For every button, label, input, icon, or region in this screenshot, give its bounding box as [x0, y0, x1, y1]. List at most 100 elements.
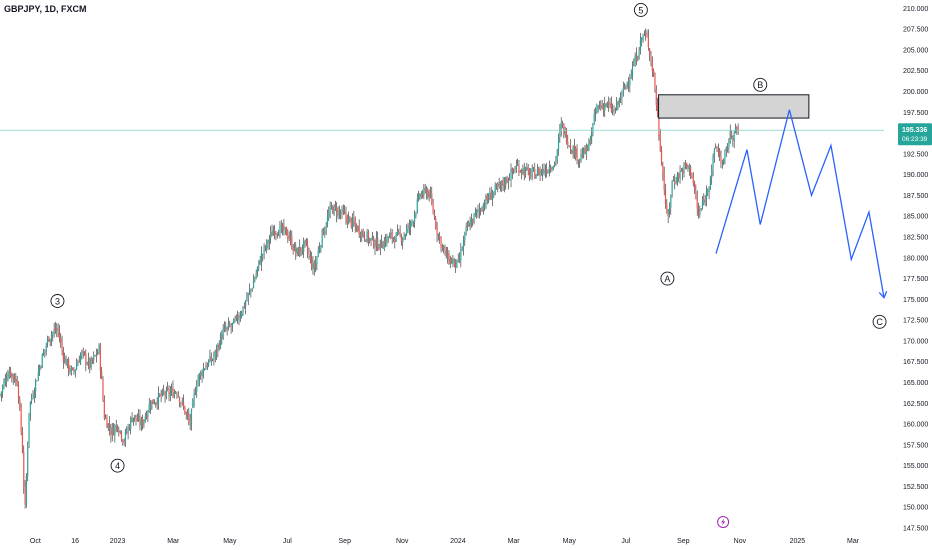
candle-body [468, 222, 470, 227]
candle-body [37, 371, 39, 380]
candle-body [82, 350, 84, 352]
candle-body [230, 326, 232, 327]
resistance-zone[interactable] [658, 94, 810, 119]
candle-body [427, 191, 429, 198]
candle-body [659, 134, 661, 151]
candle-body [336, 207, 338, 216]
projection-path[interactable] [715, 109, 885, 298]
candle-body [359, 233, 362, 237]
candle-body [180, 402, 182, 404]
candle-body [123, 441, 125, 443]
candle-body [307, 244, 309, 253]
candle-body [555, 159, 557, 162]
y-tick-label: 182.500 [903, 234, 928, 241]
candle-body [108, 423, 111, 429]
candle-body [345, 212, 347, 218]
candle-body [431, 193, 433, 204]
candle-body [553, 162, 556, 166]
candle-body [514, 171, 516, 172]
candle-body [437, 234, 439, 236]
candle-body [151, 400, 153, 409]
candle-body [616, 101, 618, 111]
candle-body [157, 392, 160, 405]
candle-body [116, 425, 119, 430]
candle-body [602, 105, 605, 110]
candle-body [196, 385, 198, 392]
candle-body [205, 366, 207, 370]
candle-body [260, 253, 263, 265]
candle-body [172, 387, 174, 398]
candle-body [58, 331, 61, 339]
candle-body [526, 167, 528, 169]
candle-body [192, 400, 194, 408]
candle-body [247, 293, 249, 299]
candle-body [551, 170, 553, 171]
wave-label-circle [660, 271, 675, 286]
candle-body [296, 247, 298, 253]
candle-body [696, 197, 698, 209]
candle-body [374, 246, 376, 248]
candle-body [219, 334, 222, 349]
candle-body [320, 245, 322, 250]
candle-body [557, 137, 560, 151]
candle-body [235, 315, 237, 319]
candle-body [362, 230, 364, 236]
candle-body [605, 103, 607, 106]
candle-body [348, 216, 350, 225]
y-tick-label: 205.000 [903, 47, 928, 54]
y-tick-label: 155.000 [903, 463, 928, 470]
candle-body [204, 369, 206, 370]
candle-body [6, 379, 8, 381]
candle-body [626, 82, 628, 85]
candle-body [608, 102, 610, 105]
candle-body [354, 221, 356, 226]
candle-body [580, 154, 582, 161]
candle-body [637, 57, 639, 61]
candle-body [324, 230, 326, 234]
wave-label-3: 3 [55, 296, 60, 306]
candle-body [721, 162, 723, 164]
candle-body [614, 110, 616, 112]
candle-body [93, 355, 95, 361]
candle-body [363, 234, 366, 239]
candle-body [23, 451, 25, 487]
candle-body [147, 411, 149, 417]
candle-body [402, 239, 404, 243]
candle-body [641, 38, 643, 41]
candle-body [424, 188, 426, 190]
candle-body [486, 195, 488, 200]
candle-body [655, 89, 657, 106]
candle-body [506, 177, 508, 183]
candle-body [585, 145, 587, 155]
candle-body [536, 168, 539, 175]
x-tick-label: Oct [30, 538, 41, 545]
wave-label-5: 5 [638, 5, 643, 15]
candle-body [200, 372, 202, 376]
candle-body [160, 394, 162, 397]
candle-body [576, 148, 578, 161]
candle-body [15, 378, 17, 382]
candle-body [612, 109, 614, 112]
candle-body [217, 344, 219, 352]
candle-body [24, 485, 26, 504]
candle-body [334, 204, 336, 208]
candle-body [68, 358, 70, 371]
candle-body [70, 368, 72, 373]
candle-body [477, 210, 479, 211]
x-tick-label: 16 [71, 538, 79, 545]
candle-body [440, 237, 442, 248]
candle-body [667, 212, 669, 217]
candle-body [210, 356, 212, 361]
candle-body [201, 372, 203, 377]
candle-body [46, 337, 49, 345]
candle-body [115, 424, 117, 428]
candle-body [450, 259, 453, 264]
candle-body [139, 416, 141, 425]
candle-body [444, 248, 446, 250]
candle-body [513, 170, 515, 172]
candle-body [609, 103, 611, 105]
candle-body [530, 174, 532, 177]
candle-body [627, 83, 630, 85]
candle-body [666, 205, 668, 213]
